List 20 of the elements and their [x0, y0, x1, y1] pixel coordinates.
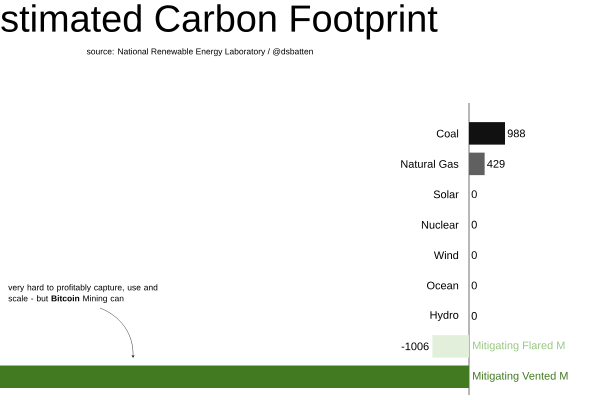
y-tick-label: Mitigating Vented M — [473, 372, 568, 382]
data-label: -1006 — [402, 342, 429, 350]
data-label: 429 — [487, 160, 505, 168]
chart-subtitle: source: National Renewable Energy Laboratory / @dsbatten — [86, 48, 313, 56]
y-tick-label: Hydro — [430, 310, 458, 322]
y-tick-label: Nuclear — [422, 220, 459, 229]
y-tick-label: Ocean — [427, 282, 458, 290]
annotation: very hard to profitably capture, use and scale - but Bitcoin Mining can — [8, 284, 158, 304]
data-label: 0 — [472, 220, 477, 229]
y-tick-label: Wind — [434, 251, 458, 260]
data-label: 0 — [472, 312, 477, 320]
data-label: 0 — [472, 190, 477, 198]
y-tick-label: Mitigating Flared M — [473, 341, 564, 352]
y-tick-label: Coal — [436, 129, 458, 138]
y-tick-label: Natural Gas — [401, 160, 458, 168]
data-label: 0 — [472, 251, 477, 259]
data-label: 0 — [472, 282, 477, 290]
data-label: 988 — [508, 130, 525, 138]
chart-title: stimated Carbon Footprint — [1, 4, 438, 40]
y-tick-label: Solar — [434, 190, 459, 198]
